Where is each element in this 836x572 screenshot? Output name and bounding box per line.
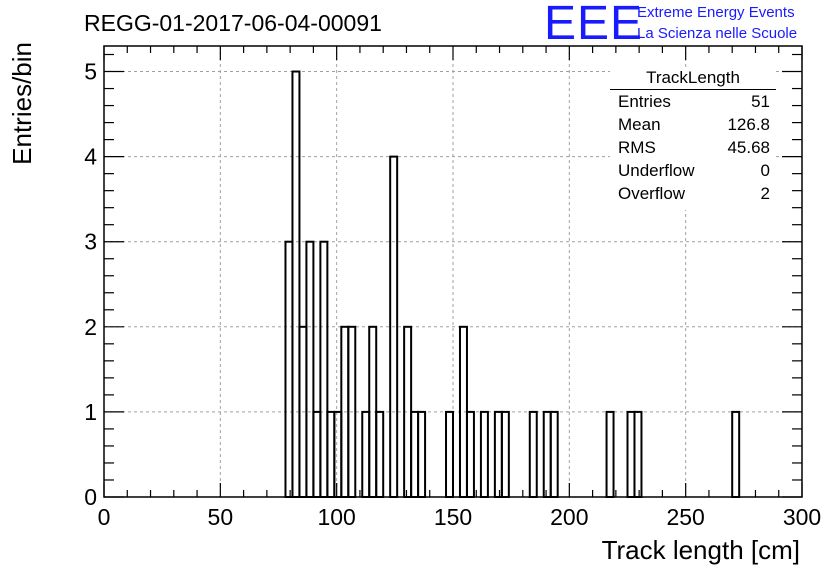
histogram-bin [284,240,294,498]
stats-box: TrackLength Entries 51 Mean 126.8 RMS 45… [610,68,776,210]
stat-label: Mean [618,115,661,134]
histogram-bin [326,410,336,499]
histogram-bin [291,70,301,499]
histogram-bin [605,410,615,499]
histogram-bin [731,410,741,499]
x-tick-label: 0 [98,504,111,530]
histogram-bin [465,410,475,499]
histogram-bin [542,410,552,499]
histogram-bin [410,410,420,499]
histogram-bin [417,410,427,499]
histogram-bin [305,240,315,498]
x-tick-label: 100 [317,504,355,530]
x-axis-label: Track length [cm] [602,535,800,565]
x-tick-label: 200 [550,504,588,530]
y-tick-label: 5 [84,59,97,85]
histogram-bin [312,410,322,499]
histogram-bin [633,410,643,499]
stat-value: 2 [760,184,770,203]
y-tick-label: 2 [84,314,97,340]
stat-value: 51 [751,92,770,111]
logo-tagline-1: Extreme Energy Events [637,4,795,21]
x-tick-label: 50 [208,504,234,530]
logo-tagline-2: La Scienza nelle Scuole [637,25,798,42]
stat-value: 126.8 [727,115,770,134]
histogram-bin [375,410,385,499]
eee-logo: EEE [544,0,644,50]
stat-value: 0 [760,161,770,180]
stat-label: Underflow [618,161,695,180]
histogram-bin [479,410,489,499]
x-tick-label: 250 [666,504,704,530]
histogram-bin [493,410,503,499]
x-tick-label: 300 [783,504,821,530]
y-axis-label: Entries/bin [7,42,37,165]
x-tick-label: 150 [434,504,472,530]
histogram-bin [361,410,371,499]
histogram-bin [500,410,510,499]
stat-label: Entries [618,92,671,111]
histogram-bin [445,410,454,499]
histogram-bin [626,410,636,499]
histogram-bin [319,240,329,498]
run-title: REGG-01-2017-06-04-00091 [84,10,382,36]
histogram-bin [549,410,559,499]
y-tick-label: 1 [84,399,97,425]
stat-label: Overflow [618,184,686,203]
y-tick-label: 0 [84,484,97,510]
histogram-bin [528,410,538,499]
y-tick-label: 4 [84,144,97,170]
y-tick-label: 3 [84,229,97,255]
histogram-bin [333,410,343,499]
stat-value: 45.68 [727,138,770,157]
stats-title: TrackLength [610,68,776,90]
stat-label: RMS [618,138,656,157]
